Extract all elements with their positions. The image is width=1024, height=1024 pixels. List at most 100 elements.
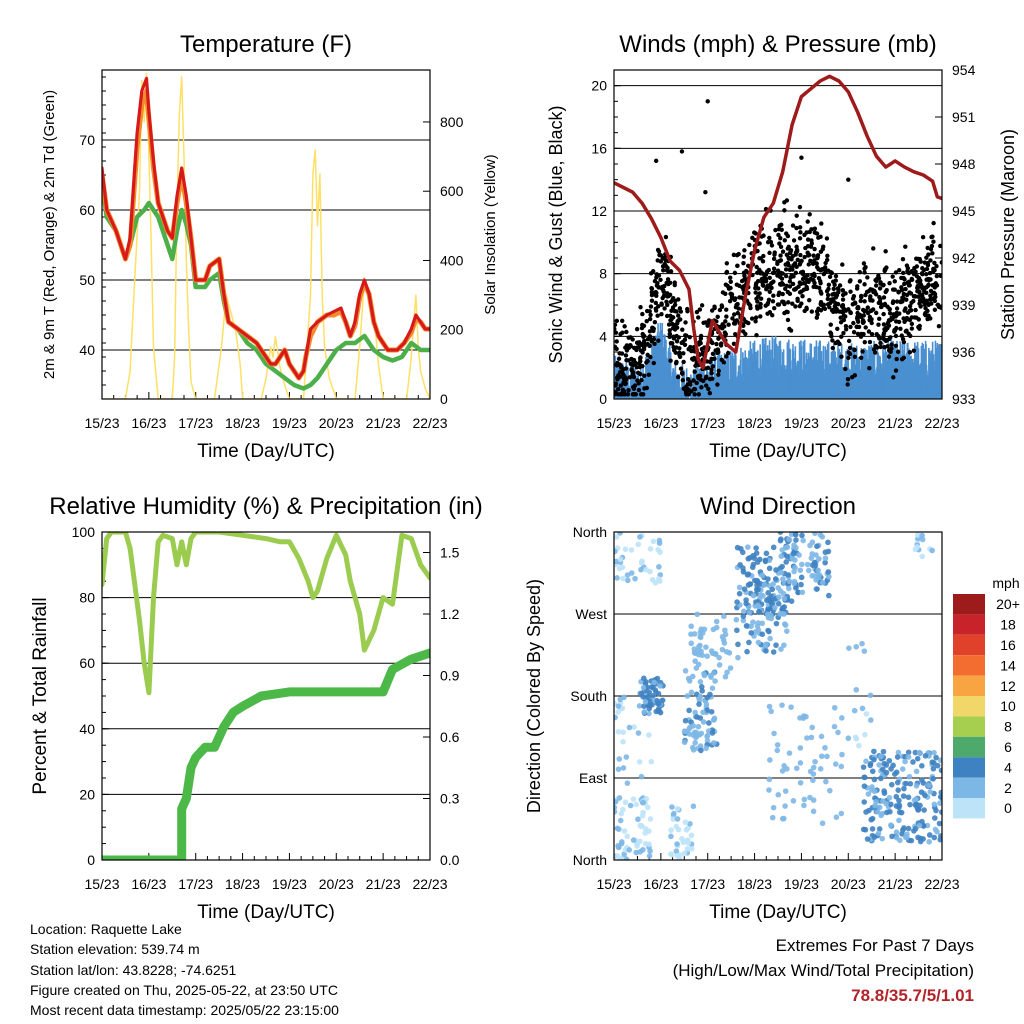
gust-point bbox=[825, 296, 831, 302]
direction-point bbox=[639, 813, 646, 819]
gust-point bbox=[805, 273, 810, 278]
direction-point bbox=[863, 758, 869, 764]
gust-point bbox=[881, 322, 887, 327]
direction-point bbox=[936, 820, 942, 827]
gust-point bbox=[683, 387, 688, 392]
gust-point bbox=[823, 269, 828, 274]
y2-tick-label: 1.5 bbox=[440, 545, 460, 561]
gust-point bbox=[749, 316, 755, 321]
gust-point bbox=[623, 381, 628, 386]
y-axis-label: Direction (Colored By Speed) bbox=[524, 579, 544, 813]
direction-point bbox=[614, 799, 619, 805]
direction-point bbox=[642, 830, 649, 836]
direction-point bbox=[875, 830, 882, 837]
direction-point bbox=[656, 564, 662, 570]
gust-point bbox=[847, 345, 853, 351]
direction-point bbox=[804, 561, 811, 568]
direction-point bbox=[880, 766, 886, 773]
direction-point bbox=[734, 627, 740, 634]
gust-point bbox=[794, 225, 799, 231]
gust-point bbox=[694, 380, 699, 386]
y2-tick-label: 1.2 bbox=[440, 606, 460, 622]
gust-point bbox=[771, 256, 777, 262]
direction-point bbox=[801, 802, 807, 809]
gust-point bbox=[862, 299, 867, 304]
x-tick-label: 22/23 bbox=[412, 415, 447, 431]
gust-point bbox=[753, 231, 758, 236]
gust-point bbox=[840, 297, 846, 302]
direction-point bbox=[905, 825, 912, 832]
colorbar-label: 14 bbox=[1000, 657, 1016, 673]
gust-point bbox=[621, 372, 626, 378]
gust-point bbox=[659, 311, 664, 317]
gust-point bbox=[725, 350, 731, 356]
colorbar-label: 0 bbox=[1004, 800, 1012, 816]
direction-point bbox=[630, 796, 637, 802]
gust-point bbox=[634, 345, 640, 350]
gust-point bbox=[620, 318, 625, 324]
gust-point bbox=[707, 391, 713, 396]
gust-point bbox=[735, 310, 740, 316]
direction-point bbox=[709, 730, 716, 736]
y-tick-label: 16 bbox=[591, 140, 607, 156]
gust-point bbox=[934, 273, 940, 279]
direction-point bbox=[799, 561, 805, 568]
direction-point bbox=[744, 648, 750, 655]
gust-point bbox=[903, 317, 909, 322]
direction-point bbox=[771, 730, 777, 737]
direction-point bbox=[697, 743, 704, 749]
series-precip-line bbox=[102, 648, 430, 860]
direction-point bbox=[929, 759, 936, 765]
gust-point bbox=[758, 305, 763, 310]
series-temp2m-line bbox=[102, 76, 430, 380]
gust-point bbox=[765, 300, 771, 306]
gust-point bbox=[886, 348, 892, 353]
gust-point bbox=[699, 303, 705, 308]
direction-point bbox=[780, 576, 786, 582]
direction-point bbox=[655, 708, 662, 714]
y-tick-label: North bbox=[573, 852, 607, 868]
gust-point bbox=[673, 350, 678, 355]
direction-point bbox=[878, 753, 884, 760]
direction-point bbox=[861, 648, 868, 654]
gust-point bbox=[676, 297, 681, 302]
gust-point bbox=[829, 297, 834, 302]
direction-point bbox=[744, 544, 751, 550]
direction-marks bbox=[614, 532, 942, 860]
plot-frame bbox=[101, 69, 431, 400]
direction-point bbox=[657, 549, 663, 556]
direction-point bbox=[668, 827, 674, 833]
x-tick-label: 15/23 bbox=[596, 415, 631, 431]
gust-point bbox=[871, 246, 876, 251]
direction-point bbox=[763, 597, 770, 604]
gust-point bbox=[858, 355, 864, 360]
colorbar-swatch bbox=[953, 696, 985, 717]
direction-point bbox=[912, 749, 919, 756]
direction-point bbox=[804, 735, 810, 741]
direction-point bbox=[699, 688, 705, 694]
gust-point bbox=[741, 254, 747, 259]
gust-point bbox=[786, 255, 791, 260]
direction-point bbox=[838, 763, 845, 770]
direction-point bbox=[917, 802, 923, 809]
direction-point bbox=[642, 826, 649, 832]
gust-point bbox=[909, 300, 914, 305]
direction-point bbox=[822, 744, 828, 751]
gust-point bbox=[671, 336, 677, 341]
gust-point bbox=[865, 275, 870, 280]
direction-point bbox=[884, 809, 890, 816]
x-tick-label: 16/23 bbox=[643, 415, 678, 431]
direction-point bbox=[861, 799, 867, 805]
direction-point bbox=[691, 646, 698, 652]
gust-point bbox=[794, 213, 799, 218]
gust-point bbox=[629, 356, 634, 362]
gust-point bbox=[743, 331, 748, 337]
direction-point bbox=[797, 567, 804, 574]
direction-point bbox=[816, 556, 822, 562]
gust-point bbox=[755, 278, 761, 284]
gust-point bbox=[824, 236, 830, 241]
gust-point bbox=[718, 343, 724, 348]
gust-point bbox=[764, 269, 770, 274]
direction-point bbox=[922, 792, 928, 799]
direction-point bbox=[822, 555, 829, 562]
